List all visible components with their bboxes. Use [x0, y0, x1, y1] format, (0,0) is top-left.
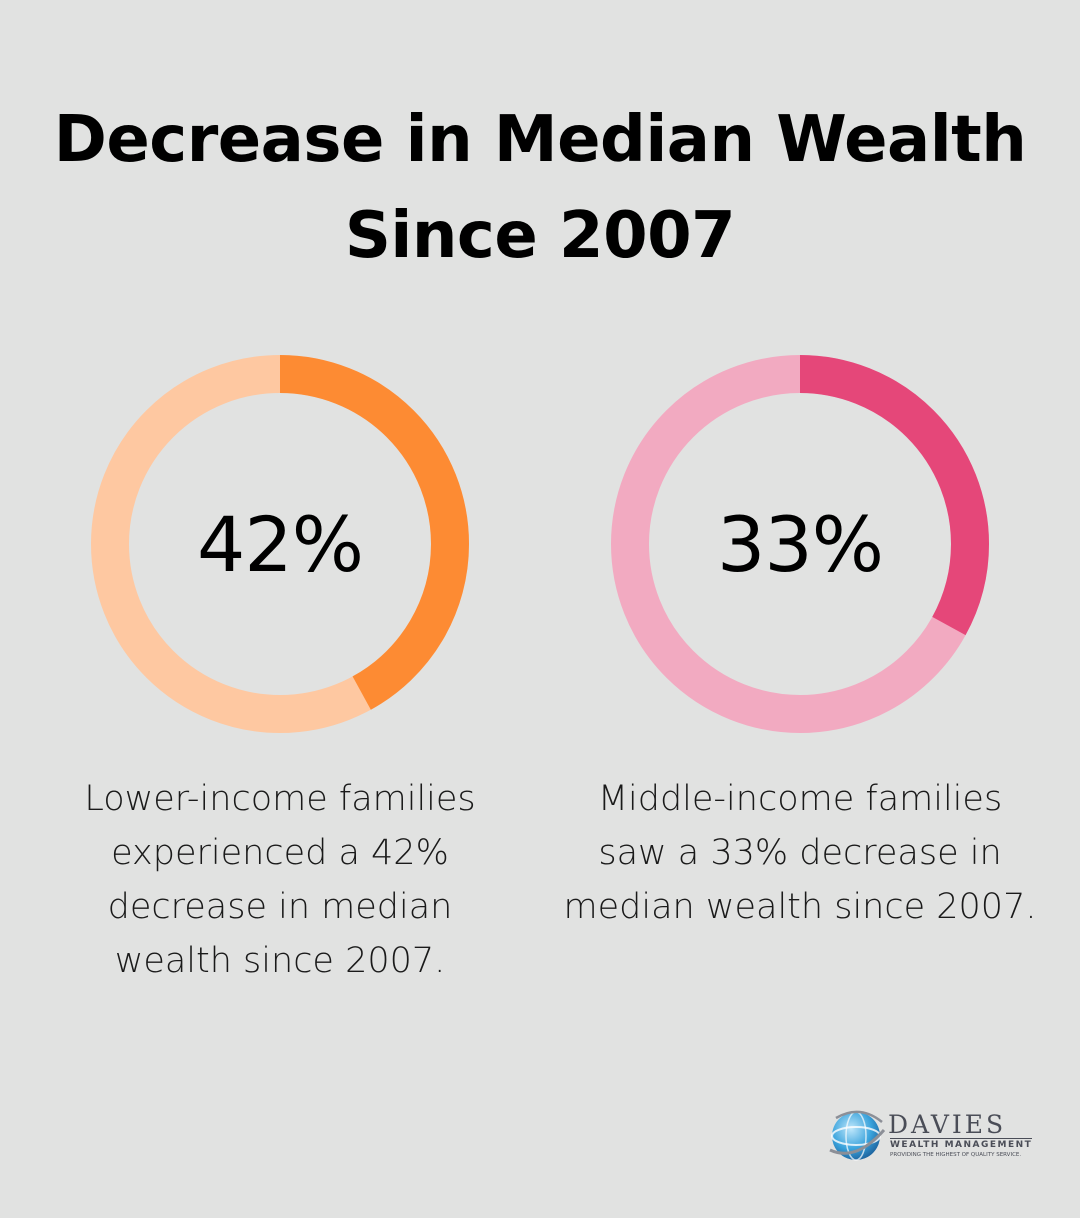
logo-tagline: PROVIDING THE HIGHEST OF QUALITY SERVICE…	[890, 1152, 1022, 1158]
donut-arc-middle-income	[611, 355, 989, 733]
donut-arc-lower-income	[91, 355, 469, 733]
chart-title-line-2: Since 2007	[344, 199, 736, 273]
donut-value-label-middle-income: 33%	[717, 499, 884, 589]
caption-line: saw a 33% decrease in	[598, 833, 1002, 873]
chart-title-line-1: Decrease in Median Wealth	[53, 103, 1027, 177]
caption-middle-income: Middle-income families saw a 33% decreas…	[540, 772, 1060, 934]
caption-lower-income: Lower-income families experienced a 42% …	[20, 772, 540, 988]
donut-svg-lower-income	[91, 355, 469, 733]
logo-name: DAVIES	[888, 1110, 1007, 1139]
company-logo: DAVIES WEALTH MANAGEMENT PROVIDING THE H…	[826, 1100, 1038, 1166]
caption-line: Middle-income families	[597, 779, 1003, 819]
caption-line: experienced a 42%	[111, 833, 449, 873]
chart-title: Decrease in Median Wealth Since 2007	[0, 92, 1080, 284]
donut-chart-middle-income: 33%	[611, 355, 989, 733]
donut-chart-lower-income: 42%	[91, 355, 469, 733]
donut-svg-middle-income	[611, 355, 989, 733]
globe-icon	[829, 1110, 886, 1161]
logo-subtitle: WEALTH MANAGEMENT	[890, 1138, 1033, 1150]
caption-line: decrease in median	[107, 887, 453, 927]
caption-line: Lower-income families	[84, 779, 476, 819]
caption-line: wealth since 2007.	[114, 941, 446, 981]
donut-value-label-lower-income: 42%	[197, 499, 364, 589]
caption-line: median wealth since 2007.	[563, 887, 1037, 927]
